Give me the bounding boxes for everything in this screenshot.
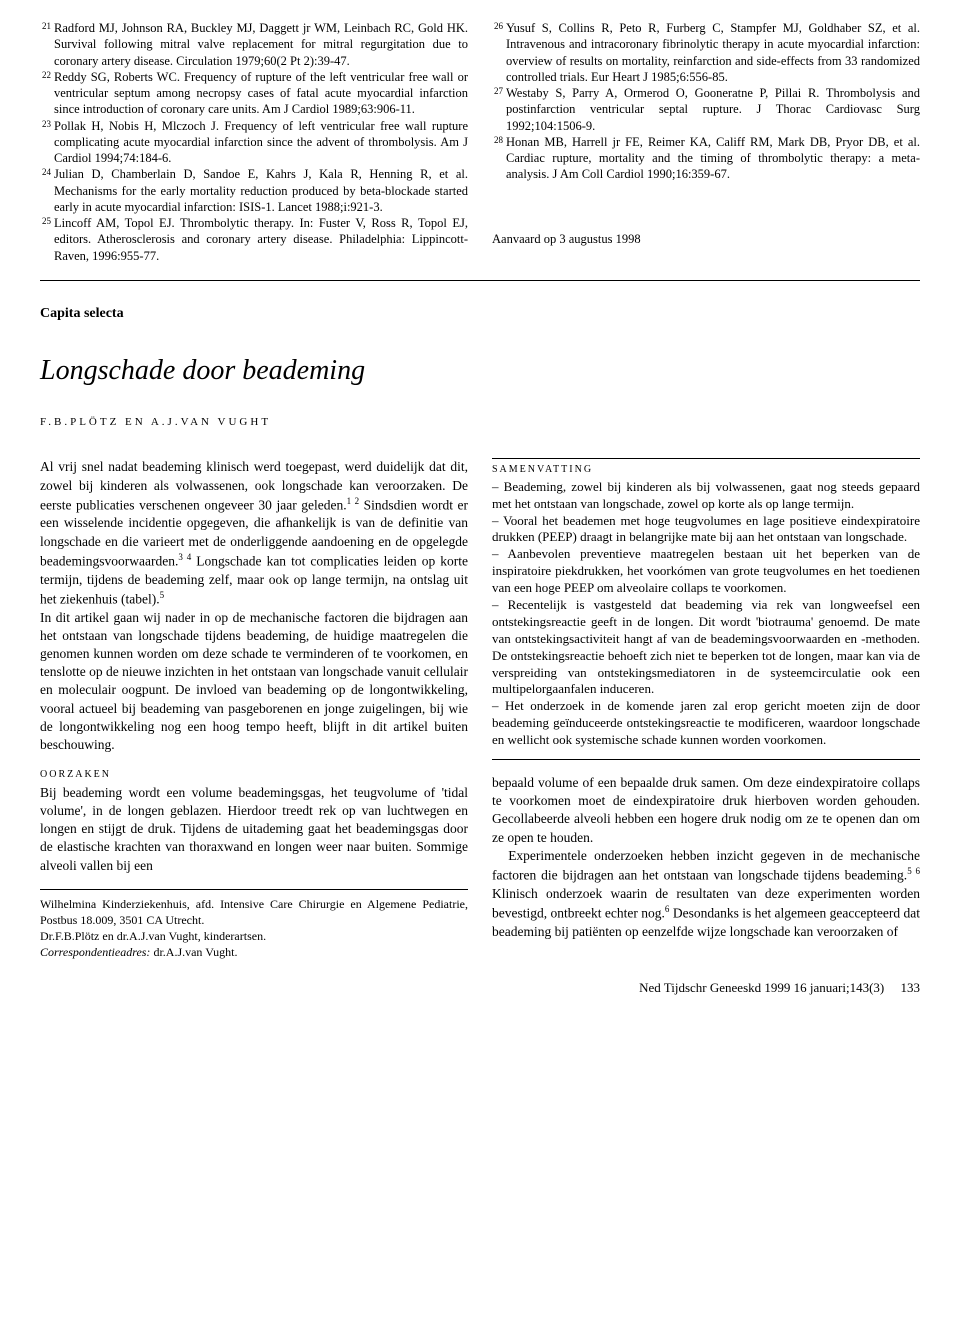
affiliation-block: Wilhelmina Kinderziekenhuis, afd. Intens… [40, 896, 468, 961]
summary-title: SAMENVATTING [492, 463, 920, 477]
oorzaken-paragraph: Bij beademing wordt een volume beademing… [40, 784, 468, 875]
references-left-column: 21Radford MJ, Johnson RA, Buckley MJ, Da… [40, 20, 468, 264]
reference-number: 25 [40, 215, 54, 264]
right-paragraph-1: bepaald volume of een bepaalde druk same… [492, 774, 920, 847]
affiliation-line-2: Dr.F.B.Plötz en dr.A.J.van Vught, kinder… [40, 928, 468, 944]
reference-item: 22Reddy SG, Roberts WC. Frequency of rup… [40, 69, 468, 118]
divider [40, 280, 920, 281]
summary-item: – Vooral het beademen met hoge teugvolum… [492, 513, 920, 547]
reference-text: Westaby S, Parry A, Ormerod O, Gooneratn… [506, 85, 920, 134]
summary-item: – Beademing, zowel bij kinderen als bij … [492, 479, 920, 513]
intro-paragraph-2: In dit artikel gaan wij nader in op de m… [40, 609, 468, 755]
reference-text: Yusuf S, Collins R, Peto R, Furberg C, S… [506, 20, 920, 85]
journal-citation: Ned Tijdschr Geneeskd 1999 16 januari;14… [639, 980, 884, 995]
affiliation-line-3: Correspondentieadres: dr.A.J.van Vught. [40, 944, 468, 960]
authors: F.B.PLÖTZ EN A.J.VAN VUGHT [40, 415, 920, 430]
body-right-column: SAMENVATTING – Beademing, zowel bij kind… [492, 458, 920, 960]
body-left-column: Al vrij snel nadat beademing klinisch we… [40, 458, 468, 960]
reference-text: Pollak H, Nobis H, Mlczoch J. Frequency … [54, 118, 468, 167]
reference-number: 28 [492, 134, 506, 183]
summary-box: SAMENVATTING – Beademing, zowel bij kind… [492, 458, 920, 760]
reference-number: 26 [492, 20, 506, 85]
affiliation-rule [40, 889, 468, 890]
affiliation-line-1: Wilhelmina Kinderziekenhuis, afd. Intens… [40, 896, 468, 928]
right-paragraph-2: Experimentele onderzoeken hebben inzicht… [492, 847, 920, 941]
reference-text: Lincoff AM, Topol EJ. Thrombolytic thera… [54, 215, 468, 264]
reference-item: 28Honan MB, Harrell jr FE, Reimer KA, Ca… [492, 134, 920, 183]
reference-item: 25Lincoff AM, Topol EJ. Thrombolytic the… [40, 215, 468, 264]
references-columns: 21Radford MJ, Johnson RA, Buckley MJ, Da… [40, 20, 920, 264]
reference-item: 24Julian D, Chamberlain D, Sandoe E, Kah… [40, 166, 468, 215]
accepted-date: Aanvaard op 3 augustus 1998 [492, 231, 920, 248]
reference-text: Julian D, Chamberlain D, Sandoe E, Kahrs… [54, 166, 468, 215]
section-label: Capita selecta [40, 305, 920, 324]
references-right-column: 26Yusuf S, Collins R, Peto R, Furberg C,… [492, 20, 920, 264]
reference-item: 26Yusuf S, Collins R, Peto R, Furberg C,… [492, 20, 920, 85]
reference-number: 27 [492, 85, 506, 134]
summary-item: – Recentelijk is vastgesteld dat beademi… [492, 597, 920, 698]
reference-item: 27Westaby S, Parry A, Ormerod O, Goonera… [492, 85, 920, 134]
intro-paragraph-1: Al vrij snel nadat beademing klinisch we… [40, 458, 468, 608]
article-title: Longschade door beademing [40, 352, 920, 390]
summary-item: – Aanbevolen preventieve maatregelen bes… [492, 546, 920, 597]
subhead-oorzaken: OORZAKEN [40, 768, 468, 782]
reference-text: Radford MJ, Johnson RA, Buckley MJ, Dagg… [54, 20, 468, 69]
reference-number: 24 [40, 166, 54, 215]
reference-text: Reddy SG, Roberts WC. Frequency of ruptu… [54, 69, 468, 118]
reference-text: Honan MB, Harrell jr FE, Reimer KA, Cali… [506, 134, 920, 183]
reference-item: 23Pollak H, Nobis H, Mlczoch J. Frequenc… [40, 118, 468, 167]
body-columns: Al vrij snel nadat beademing klinisch we… [40, 458, 920, 960]
reference-number: 23 [40, 118, 54, 167]
reference-number: 21 [40, 20, 54, 69]
page-footer: Ned Tijdschr Geneeskd 1999 16 januari;14… [40, 979, 920, 997]
page-number: 133 [901, 980, 921, 995]
reference-item: 21Radford MJ, Johnson RA, Buckley MJ, Da… [40, 20, 468, 69]
summary-item: – Het onderzoek in de komende jaren zal … [492, 698, 920, 749]
reference-number: 22 [40, 69, 54, 118]
